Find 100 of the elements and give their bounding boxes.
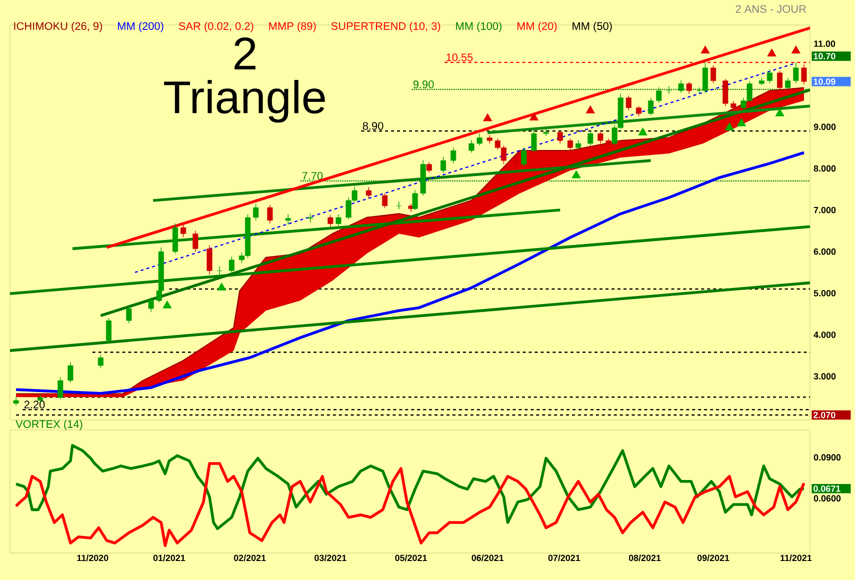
x-tick-label: 11/2021 [780,554,812,562]
point [767,48,776,56]
point [736,118,746,126]
line-series [14,151,806,395]
candlestick [253,203,259,221]
candlestick [412,190,418,210]
annotation: MMP (89) [269,22,316,32]
candlestick [106,318,112,344]
x-tick-label: 05/2021 [395,554,427,562]
text: ICHIMOKU (26, 9) [14,22,102,32]
point [483,113,492,122]
candlestick [366,186,372,199]
point [791,46,800,54]
annotation: SAR (0.02, 0.2) [178,22,254,32]
ref-line-label: 7.70 [302,172,323,180]
candlestick [648,97,654,116]
text: 2 Triangle [164,37,325,123]
candlestick [68,362,74,383]
candlestick [777,70,783,90]
line-series [14,444,806,530]
candlestick [730,100,736,111]
candlestick [336,214,342,226]
candlestick [678,80,684,94]
candlestick [686,82,692,94]
point [162,300,172,308]
annotation: MM (100) [456,22,502,32]
candlestick [426,162,432,173]
chart-title: VORTEX (14) [16,420,82,430]
y-tick-label: 11.00 [814,40,836,47]
x-tick-label: 01/2021 [153,554,186,562]
candlestick [328,214,334,228]
candlestick [598,132,604,144]
candlestick [636,106,642,117]
candlestick [588,130,594,146]
candlestick [766,69,772,84]
candlestick [98,354,104,368]
annotation: MM (50) [572,22,612,32]
candlestick [793,62,799,84]
y-tick-label: 2.070 [814,412,836,418]
point [700,46,710,54]
point [638,127,648,136]
candlestick [58,376,64,400]
point [586,105,595,114]
candlestick [180,224,186,238]
y-tick-label: 8.000 [814,165,836,172]
point [724,122,734,130]
candlestick [531,130,537,152]
candlestick [216,266,222,276]
candlestick [576,140,582,150]
y-tick-label: 0.0671 [814,485,840,492]
candlestick [206,245,212,275]
ref-line-label: 2.20 [24,400,45,408]
candlestick [557,130,563,144]
y-tick-label: 5.000 [814,290,836,296]
candlestick [543,128,549,136]
candlestick [440,156,446,173]
candlestick [396,201,402,210]
annotation: MM (20) [517,22,557,32]
candlestick [785,77,791,90]
candlestick [228,256,234,273]
ref-line-label: 9.90 [413,80,434,88]
x-tick-label: 03/2021 [314,554,346,562]
x-tick-label: 11/2020 [77,554,108,562]
candlestick [513,158,519,168]
y-tick-label: 0.0600 [814,495,841,502]
candlestick [267,204,273,224]
text: MM (200) [118,22,164,32]
candlestick [285,214,291,225]
chart-subtitle: 2 ANS - JOUR [736,5,806,13]
candlestick [801,64,807,85]
candlestick [656,87,662,104]
y-tick-label: 4.000 [814,332,836,338]
candlestick [666,86,672,94]
x-tick-label: 06/2021 [472,554,504,562]
candlestick [192,230,198,252]
x-tick-label: 07/2021 [548,554,580,562]
y-tick-label: 9.000 [814,124,836,130]
candlestick [521,147,527,167]
y-tick-label: 10.09 [814,78,836,85]
ref-line-label: 10.55 [446,53,473,62]
candlestick [126,305,132,324]
point [775,108,784,116]
candlestick [567,138,573,152]
candlestick [468,140,474,153]
point [529,112,538,120]
ref-line-label: 8.90 [362,122,384,130]
x-tick-label: 08/2021 [628,554,661,562]
y-tick-label: 10.70 [814,53,836,60]
candlestick [710,64,716,84]
y-tick-label: 3.000 [814,373,836,380]
candlestick [626,95,632,111]
candlestick [148,296,154,312]
candlestick [307,213,314,223]
candlestick [722,78,728,106]
x-tick-label: 09/2021 [697,554,730,562]
x-tick-label: 02/2021 [234,554,266,562]
candlestick [450,147,456,164]
candlestick [476,133,482,146]
y-tick-label: 0.0900 [814,454,841,461]
line-series [14,462,806,548]
